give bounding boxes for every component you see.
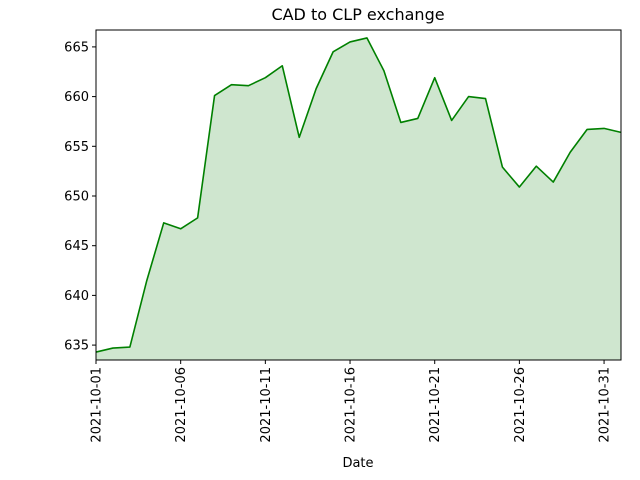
y-tick-label: 640 xyxy=(64,289,89,304)
axes-frame xyxy=(95,29,622,361)
x-tick-label: 2021-10-16 xyxy=(344,367,359,443)
x-axis-label: Date xyxy=(342,456,373,471)
y-tick-label: 665 xyxy=(64,40,89,55)
y-tick-label: 635 xyxy=(64,339,89,354)
series-line xyxy=(95,37,622,353)
x-tick-label: 2021-10-11 xyxy=(259,367,274,443)
x-tick-label: 2021-10-06 xyxy=(174,367,189,443)
y-tick-label: 650 xyxy=(64,189,89,204)
x-tick-label: 2021-10-01 xyxy=(90,367,105,443)
x-tick-label: 2021-10-21 xyxy=(428,367,443,443)
x-tick-label: 2021-10-31 xyxy=(598,367,613,443)
plot-area: 635 640 645 650 655 660 665 2021-10-01 2021-10-0… xyxy=(64,29,622,443)
y-tick-label: 655 xyxy=(64,140,89,155)
x-tick-label: 2021-10-26 xyxy=(513,367,528,443)
y-tick-label: 660 xyxy=(64,90,89,105)
chart-title: CAD to CLP exchange xyxy=(271,5,444,24)
y-tick-label: 645 xyxy=(64,239,89,254)
area-fill xyxy=(96,37,621,360)
